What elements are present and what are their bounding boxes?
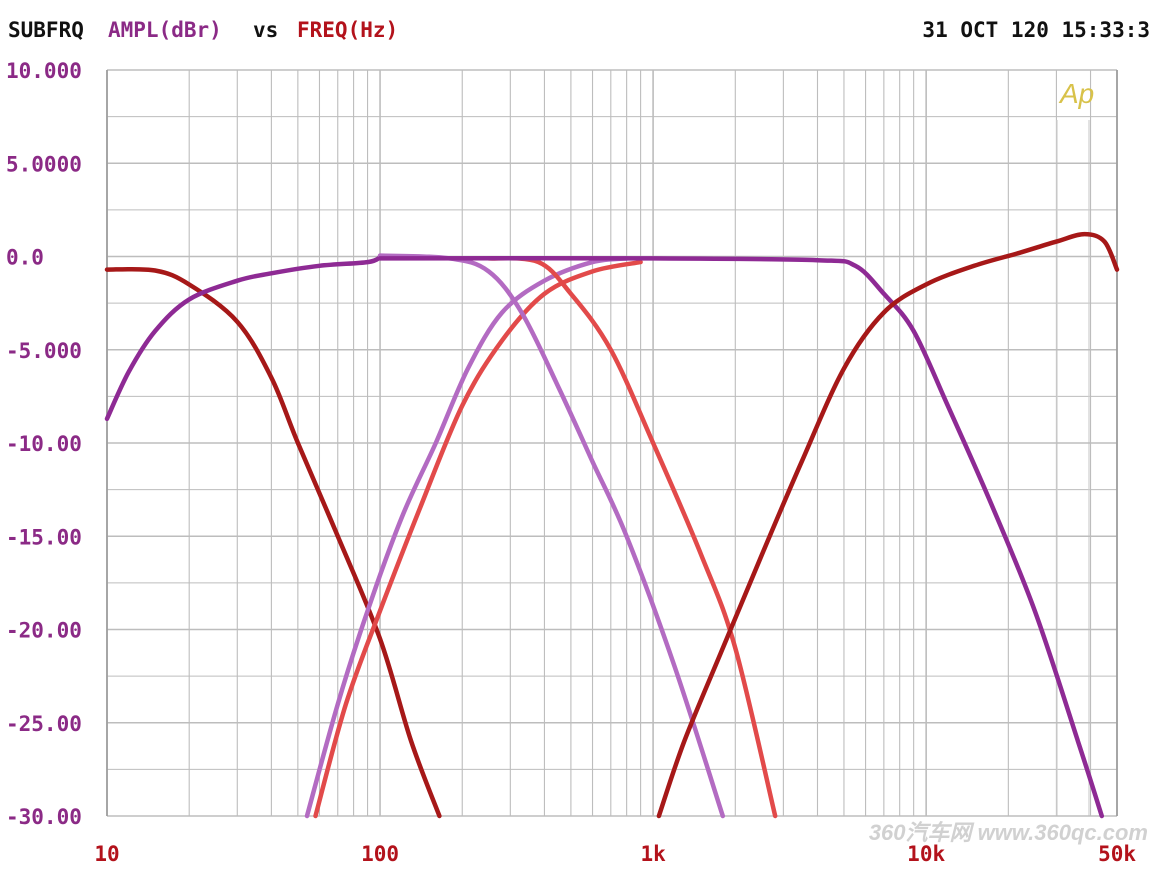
header-y-quantity: AMPL(dBr) xyxy=(108,18,222,42)
y-tick-label: 0.0 xyxy=(6,246,44,270)
y-tick-label: -30.00 xyxy=(6,805,82,829)
x-tick-label: 10 xyxy=(94,842,119,866)
y-tick-label: 10.000 xyxy=(6,59,82,83)
header-timestamp: 31 OCT 120 15:33:3 xyxy=(922,18,1150,42)
y-tick-labels: 10.000 5.0000 0.0 -5.000 -10.00 -15.00 -20.00 -… xyxy=(6,59,82,829)
header-versus: vs xyxy=(253,18,278,42)
ap-logo: Ap xyxy=(1058,78,1094,109)
x-tick-label: 1k xyxy=(640,842,666,866)
y-tick-label: 5.0000 xyxy=(6,152,82,176)
y-tick-label: -5.000 xyxy=(6,339,82,363)
series-line-3 xyxy=(304,256,629,819)
series-line-4 xyxy=(313,259,643,819)
series-line-1 xyxy=(104,266,442,819)
series-line-2 xyxy=(104,255,383,422)
x-tick-label: 100 xyxy=(361,842,399,866)
series-line-7 xyxy=(377,256,1105,819)
y-tick-label: -20.00 xyxy=(6,619,82,643)
series-line-6 xyxy=(486,256,778,819)
x-tick-label: 10k xyxy=(907,842,945,866)
x-tick-label: 50k xyxy=(1098,842,1136,866)
plot-curves xyxy=(104,231,1120,819)
header-x-quantity: FREQ(Hz) xyxy=(297,18,398,42)
y-tick-label: -10.00 xyxy=(6,432,82,456)
y-tick-label: -15.00 xyxy=(6,525,82,549)
series-line-8 xyxy=(656,231,1120,819)
x-tick-labels: 10 100 1k 10k 50k xyxy=(94,842,1136,866)
series-line-5 xyxy=(377,253,726,819)
header-meter: SUBFRQ xyxy=(8,18,84,42)
y-tick-label: -25.00 xyxy=(6,712,82,736)
watermark: 360汽车网 www.360qc.com xyxy=(869,820,1148,845)
